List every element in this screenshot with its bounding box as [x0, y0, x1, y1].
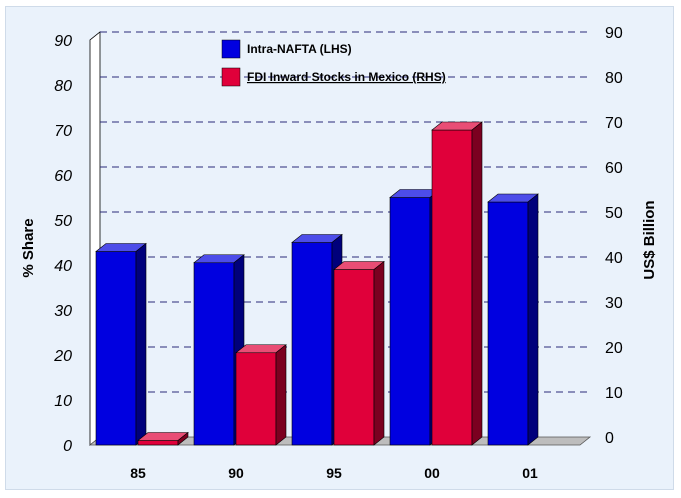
- y2-tick-label: 80: [605, 70, 623, 87]
- right-axis-title: US$ Billion: [641, 200, 658, 279]
- y-tick-label: 50: [54, 213, 72, 230]
- y2-tick-label: 30: [605, 295, 623, 312]
- y-tick-label: 80: [54, 78, 72, 95]
- y2-tick-label: 10: [605, 385, 623, 402]
- y-tick-label: 60: [54, 168, 72, 185]
- bar: [487, 193, 539, 446]
- y-tick-label: 90: [54, 33, 72, 50]
- bar: [333, 260, 385, 446]
- bar-front: [235, 352, 277, 446]
- bar-front: [291, 242, 333, 446]
- right-axis-ticks: 0 10 20 30 40 50 60 70 80 90: [605, 25, 623, 447]
- x-tick-label: 85: [130, 465, 146, 481]
- category-labels: 85 90 95 00 01: [130, 465, 538, 481]
- bars: [95, 121, 539, 446]
- bar: [235, 344, 287, 446]
- x-tick-label: 01: [522, 465, 538, 481]
- y2-tick-label: 60: [605, 160, 623, 177]
- bar-front: [431, 129, 473, 446]
- legend-label-intra-nafta: Intra-NAFTA (LHS): [247, 42, 352, 56]
- y-tick-label: 30: [54, 303, 72, 320]
- legend-swatch-intra-nafta: [221, 39, 241, 59]
- bar-side: [135, 242, 147, 446]
- legend-label-fdi: FDI Inward Stocks in Mexico (RHS): [247, 70, 446, 84]
- y2-tick-label: 50: [605, 205, 623, 222]
- x-tick-label: 95: [326, 465, 342, 481]
- y-tick-label: 0: [63, 438, 72, 455]
- bar-front: [487, 201, 529, 446]
- y2-tick-label: 90: [605, 25, 623, 42]
- bar-front: [193, 262, 235, 446]
- bar-side: [527, 193, 539, 446]
- x-tick-label: 90: [228, 465, 244, 481]
- bar: [95, 242, 147, 446]
- left-axis-title: % Share: [20, 218, 37, 277]
- bar-side: [177, 431, 189, 446]
- bar-front: [389, 197, 431, 446]
- y-tick-label: 40: [54, 258, 72, 275]
- y2-tick-label: 40: [605, 250, 623, 267]
- bar-front: [333, 269, 375, 446]
- bar-side: [373, 260, 385, 446]
- bar-front: [137, 440, 179, 446]
- bar-side: [275, 344, 287, 446]
- bar: [193, 254, 245, 446]
- y2-tick-label: 20: [605, 340, 623, 357]
- y-tick-label: 20: [53, 348, 72, 365]
- bar: [431, 121, 483, 446]
- bar-side: [471, 121, 483, 446]
- y2-tick-label: 70: [605, 115, 623, 132]
- legend: Intra-NAFTA (LHS) FDI Inward Stocks in M…: [221, 39, 446, 87]
- bar-front: [95, 251, 137, 446]
- bar: [137, 431, 189, 446]
- y-tick-label: 10: [54, 393, 72, 410]
- bar: [291, 233, 343, 446]
- x-tick-label: 00: [424, 465, 440, 481]
- y-tick-label: 70: [54, 123, 72, 140]
- left-axis-ticks: 0 10 20 30 40 50 60 70 80 90: [53, 33, 72, 455]
- legend-swatch-fdi: [221, 67, 241, 87]
- y2-tick-label: 0: [605, 430, 614, 447]
